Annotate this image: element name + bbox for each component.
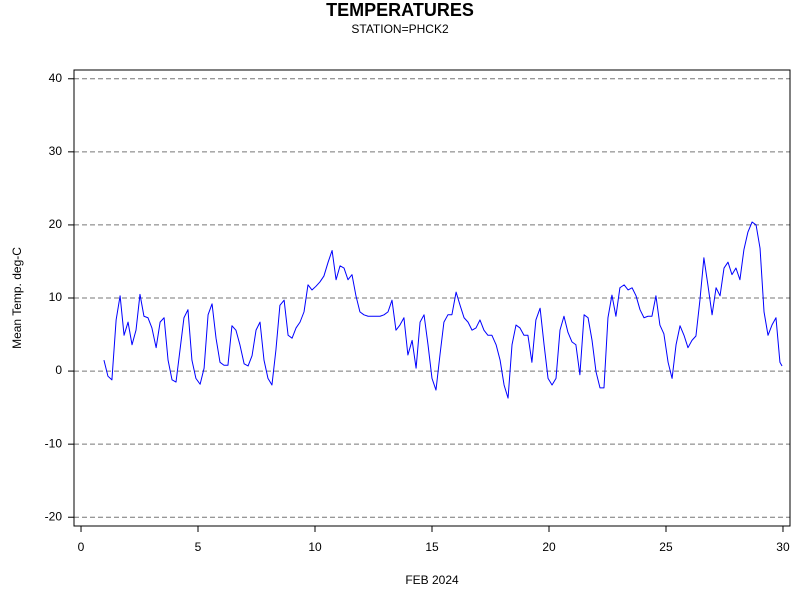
x-tick-label: 10 — [308, 540, 322, 554]
y-tick-label: 30 — [49, 144, 63, 158]
x-tick-label: 30 — [776, 540, 790, 554]
y-tick-label: -10 — [45, 436, 63, 450]
x-tick-label: 20 — [542, 540, 556, 554]
x-tick-label: 5 — [195, 540, 202, 554]
x-tick-label: 25 — [659, 540, 673, 554]
chart-title: TEMPERATURES — [326, 0, 474, 20]
y-tick-label: 20 — [49, 217, 63, 231]
y-tick-label: 0 — [55, 363, 62, 377]
plot — [103, 221, 783, 399]
x-axis-label: FEB 2024 — [405, 573, 459, 587]
y-tick-label: 40 — [49, 71, 63, 85]
y-tick-label: 10 — [49, 290, 63, 304]
temperature-line — [103, 221, 783, 399]
x-tick-label: 15 — [425, 540, 439, 554]
y-axis-label: Mean Temp. deg-C — [10, 247, 24, 349]
x-tick-label: 0 — [78, 540, 85, 554]
y-tick-label: -20 — [45, 509, 63, 523]
chart-subtitle: STATION=PHCK2 — [351, 22, 449, 36]
